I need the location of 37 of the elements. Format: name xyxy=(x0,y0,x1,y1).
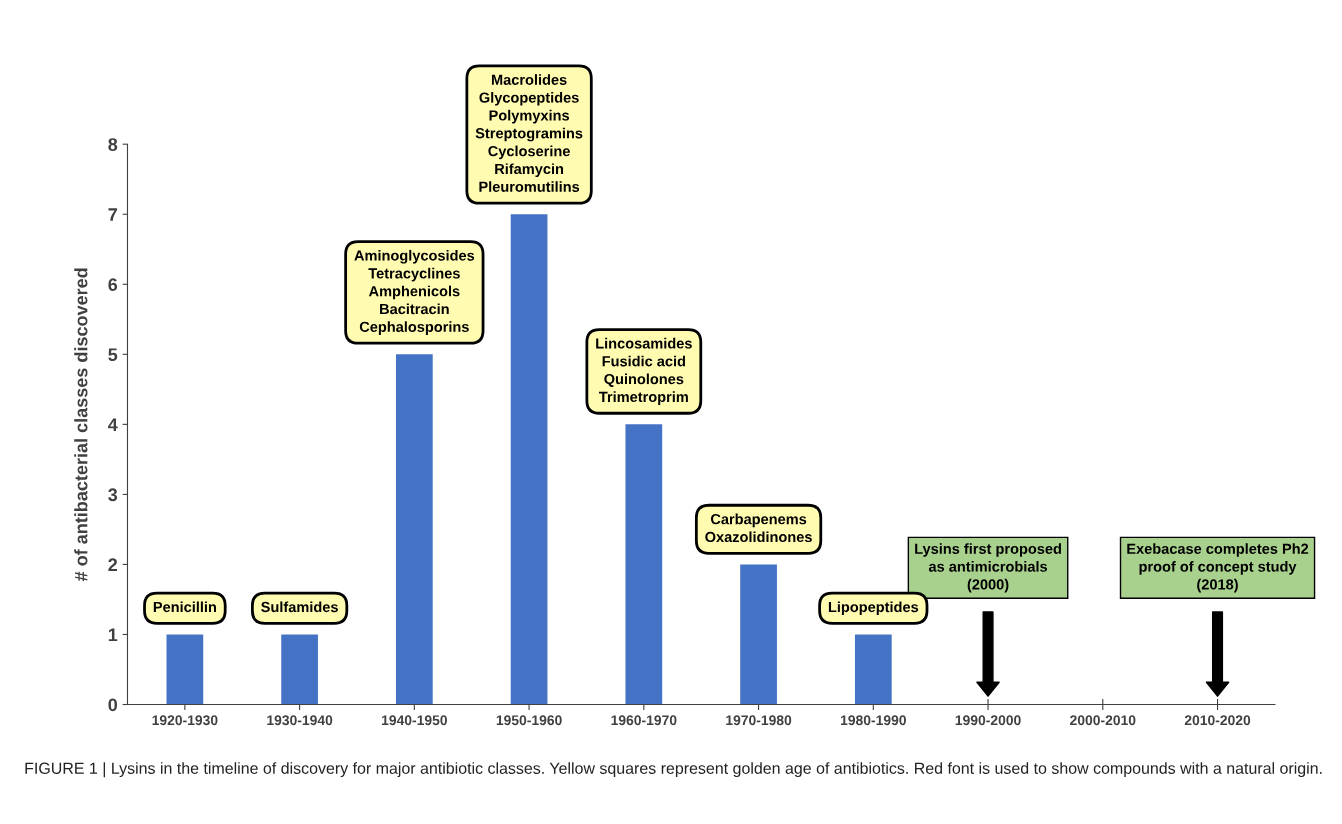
x-tick-label: 1920-1930 xyxy=(152,715,218,726)
x-tick-label: 1970-1980 xyxy=(726,715,792,726)
annotation: Lysins first proposed as antimicrobials (2000) xyxy=(915,543,1061,593)
y-tick-label: 6 xyxy=(108,278,118,291)
x-tick-label: 1950-1960 xyxy=(496,715,562,726)
x-tick-label: 1990-2000 xyxy=(955,715,1021,726)
annotation: Sulfamides xyxy=(261,601,338,613)
annotation: Carbapenems Oxazolidinones xyxy=(705,513,812,543)
y-tick-label: 7 xyxy=(108,208,117,221)
bar xyxy=(854,634,892,705)
caption: FIGURE 1 | Lysins in the timeline of discovery for major antibiotic classes. Yellow squares represent golden age of antibiotics. Red font is used to show compounds with a natural origin. xyxy=(25,762,1322,778)
bar xyxy=(395,354,433,705)
x-tick-label: 1960-1970 xyxy=(611,715,677,726)
annotation: Macrolides Glycopeptides Polymyxins Streptogramins Cycloserine Rifamycin Pleuromutilins xyxy=(475,74,583,192)
annotation: Exebacase completes Ph2 proof of concept study (2018) xyxy=(1127,543,1309,593)
annotation: Penicillin xyxy=(153,601,216,613)
x-tick-label: 1940-1950 xyxy=(382,715,447,726)
x-tick-label: 2000-2010 xyxy=(1070,715,1136,726)
bar xyxy=(281,634,318,705)
y-tick-label: 1 xyxy=(108,628,118,642)
x-tick-label: 2010-2020 xyxy=(1184,715,1251,726)
y-tick-label: 2 xyxy=(108,558,118,571)
bar xyxy=(625,424,663,705)
y-tick-label: 8 xyxy=(108,138,118,151)
annotation: Lipopeptides xyxy=(828,601,919,616)
bar xyxy=(510,214,548,705)
y-axis-title: # of antibacterial classes discovered xyxy=(74,268,88,582)
annotation: Lincosamides Fusidic acid Quinolones Trimetroprim xyxy=(596,337,692,405)
annotation: Aminoglycosides Tetracyclines Amphenicols Bacitracin Cephalosporins xyxy=(354,249,475,335)
bar xyxy=(740,564,777,705)
y-tick-label: 5 xyxy=(108,348,118,362)
x-tick-label: 1930-1940 xyxy=(267,715,333,726)
y-tick-label: 3 xyxy=(108,488,118,502)
y-tick-label: 0 xyxy=(108,698,118,712)
x-tick-label: 1980-1990 xyxy=(840,715,906,726)
bar xyxy=(166,634,204,705)
y-tick-label: 4 xyxy=(108,418,118,431)
